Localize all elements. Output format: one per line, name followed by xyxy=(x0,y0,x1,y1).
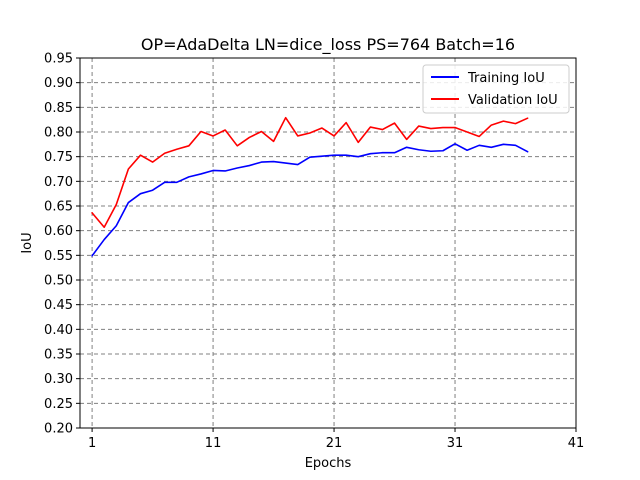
series-layer xyxy=(91,116,529,257)
x-tick-label: 31 xyxy=(447,436,464,451)
y-tick-label: 0.60 xyxy=(44,224,73,239)
y-tick-label: 0.40 xyxy=(44,323,73,338)
y-tick-label: 0.95 xyxy=(44,52,73,67)
y-tick-label: 0.85 xyxy=(44,101,73,116)
x-tick-label: 1 xyxy=(88,436,96,451)
y-tick-label: 0.70 xyxy=(44,175,73,190)
plot-frame xyxy=(79,57,577,429)
legend-box xyxy=(422,64,570,114)
y-axis: 0.20 0.25 0.30 0.35 0.40 0.45 0.50 0.55 0.60 0.65… xyxy=(44,52,80,437)
legend: Training IoU Validation IoU xyxy=(422,64,570,114)
legend-label-validation: Validation IoU xyxy=(468,93,558,108)
chart-title: OP=AdaDelta LN=dice_loss PS=764 Batch=16 xyxy=(141,35,515,55)
x-axis-label: Epochs xyxy=(305,456,352,471)
y-tick-label: 0.30 xyxy=(44,372,73,387)
y-tick-label: 0.45 xyxy=(44,298,73,313)
x-tick-label: 11 xyxy=(205,436,222,451)
y-tick-label: 0.80 xyxy=(44,126,73,141)
y-tick-label: 0.50 xyxy=(44,274,73,289)
series-validation-iou-line xyxy=(91,116,529,229)
y-tick-label: 0.90 xyxy=(44,76,73,91)
y-tick-label: 0.20 xyxy=(44,422,73,437)
series-training-iou-line xyxy=(91,143,529,257)
y-tick-label: 0.65 xyxy=(44,200,73,215)
legend-label-training: Training IoU xyxy=(467,71,545,86)
y-tick-label: 0.25 xyxy=(44,397,73,412)
y-axis-label: IoU xyxy=(20,232,35,253)
x-axis: 1 11 21 31 41 xyxy=(88,428,584,451)
y-tick-label: 0.55 xyxy=(44,249,73,264)
y-tick-label: 0.35 xyxy=(44,348,73,363)
x-tick-label: 41 xyxy=(568,436,585,451)
x-tick-label: 21 xyxy=(326,436,343,451)
y-tick-label: 0.75 xyxy=(44,150,73,165)
